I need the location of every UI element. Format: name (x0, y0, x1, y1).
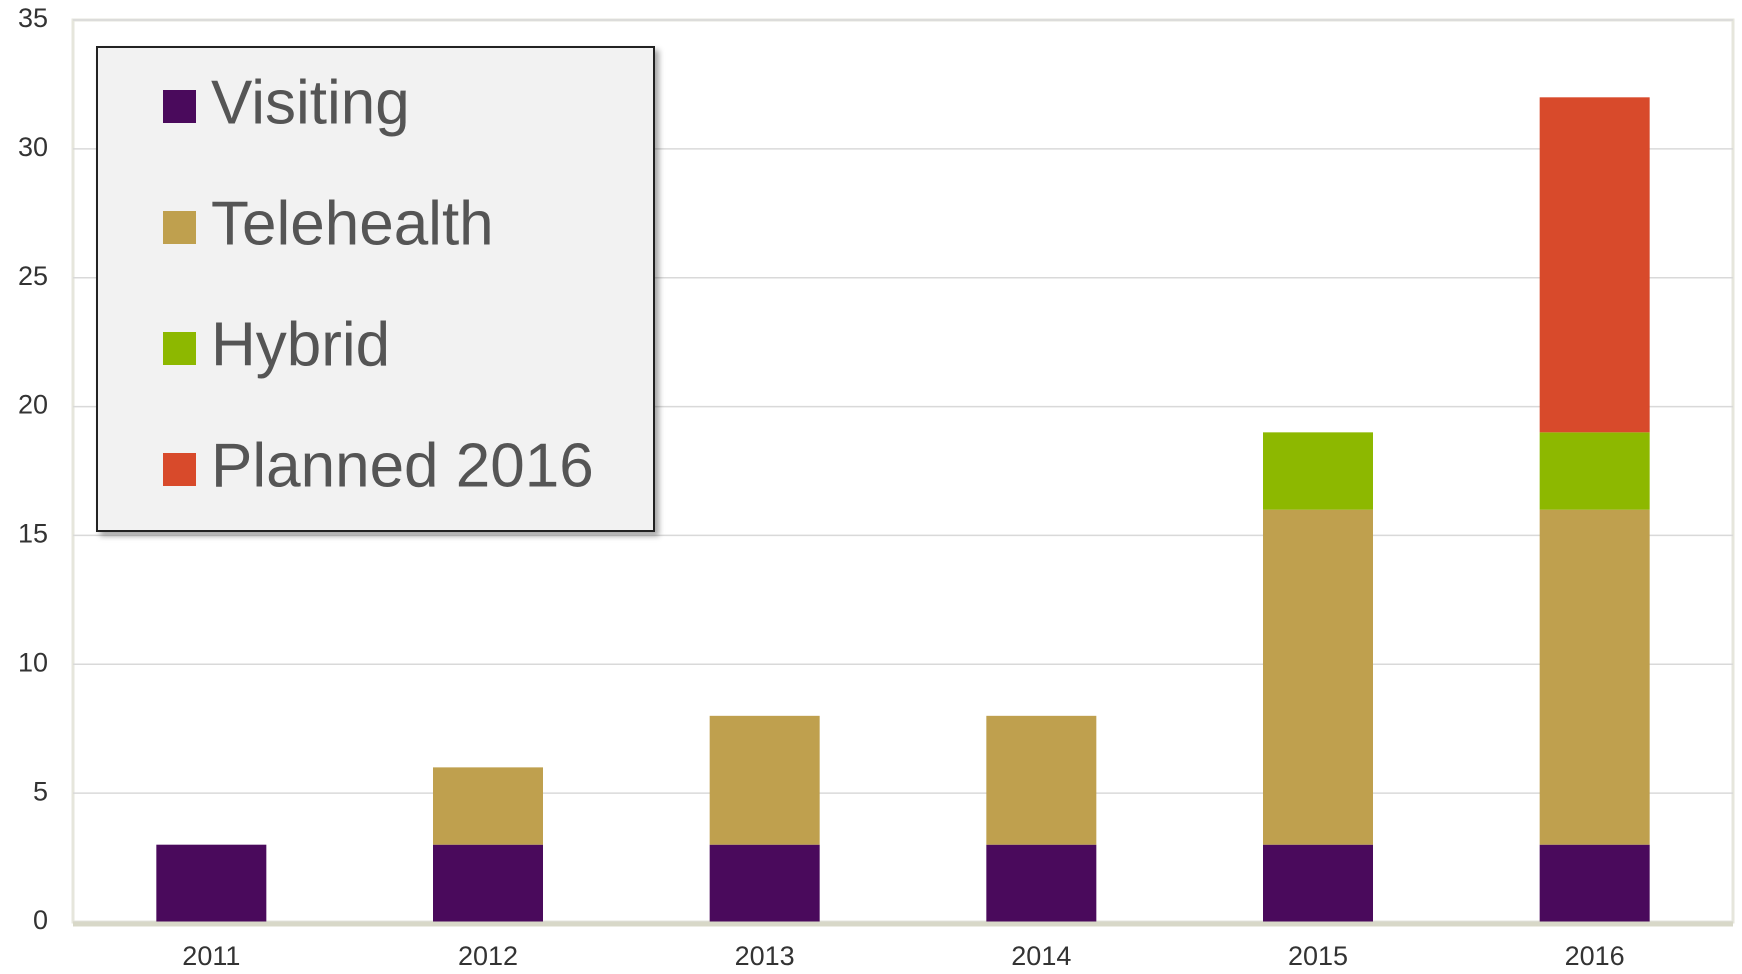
legend-box (96, 46, 655, 532)
bar-segment (986, 715, 1097, 845)
legend-label: Planned 2016 (211, 431, 594, 500)
y-tick-label: 15 (18, 519, 48, 549)
legend-swatch (163, 211, 196, 244)
bar-segment (1263, 509, 1373, 845)
y-tick-label: 35 (18, 3, 48, 33)
bar-segment (1539, 432, 1650, 510)
bar-segment (433, 844, 543, 922)
legend-swatch (163, 453, 196, 486)
bar-segment (1539, 97, 1650, 433)
y-tick-label: 0 (33, 905, 48, 935)
legend-label: Telehealth (211, 189, 494, 258)
y-tick-label: 5 (33, 776, 48, 806)
x-tick-label: 2014 (1011, 941, 1071, 971)
legend-label: Visiting (211, 68, 410, 137)
y-tick-label: 10 (18, 647, 48, 677)
x-tick-label: 2013 (735, 941, 795, 971)
bar-segment (986, 844, 1097, 922)
bar-segment (1263, 844, 1373, 922)
bar-segment (709, 715, 820, 845)
bar-segment (1539, 509, 1650, 845)
x-tick-label: 2015 (1288, 941, 1348, 971)
x-tick-label: 2012 (458, 941, 518, 971)
legend-label: Hybrid (211, 310, 390, 379)
x-tick-label: 2011 (182, 941, 240, 971)
bar-segment (1263, 432, 1373, 510)
y-tick-label: 20 (18, 390, 48, 420)
bar-segment (1539, 844, 1650, 922)
legend-swatch (163, 90, 196, 123)
legend-swatch (163, 332, 196, 365)
bar-segment (156, 844, 267, 922)
y-tick-label: 25 (18, 261, 48, 291)
x-tick-label: 2016 (1565, 941, 1625, 971)
bar-segment (709, 844, 820, 922)
bar-segment (433, 767, 543, 845)
y-tick-label: 30 (18, 132, 48, 162)
